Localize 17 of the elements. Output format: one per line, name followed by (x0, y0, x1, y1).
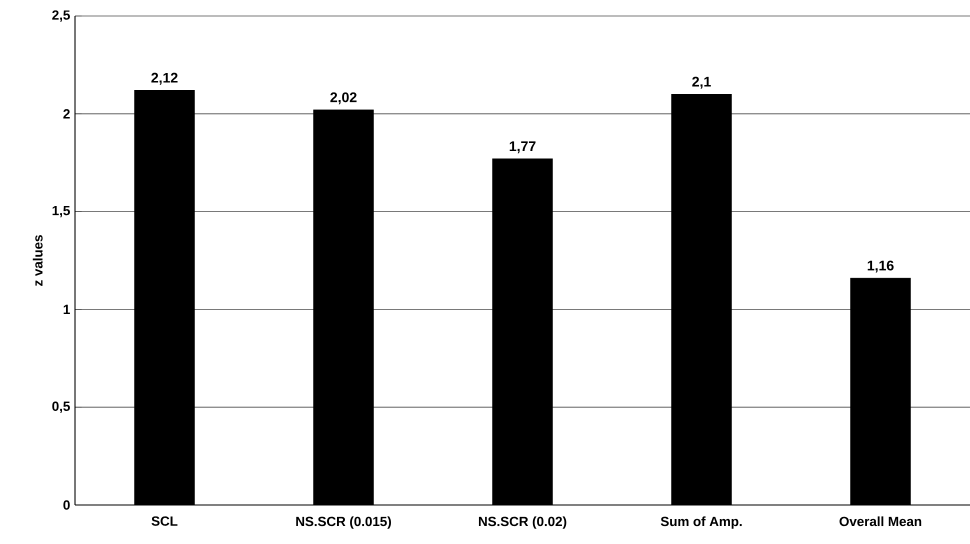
x-tick-label: NS.SCR (0.02) (478, 516, 566, 529)
data-label: 2,02 (330, 92, 357, 104)
data-label: 2,1 (692, 76, 711, 89)
y-tick-label: 0,5 (52, 402, 70, 413)
x-tick-label: Sum of Amp. (660, 516, 742, 529)
y-tick-label: 2 (63, 109, 70, 118)
y-tick-label: 2,5 (52, 10, 70, 22)
y-tick-label: 1 (64, 304, 70, 314)
x-tick-label: NS.SCR (0.015) (296, 516, 391, 529)
x-tick-label: Overall Mean (840, 516, 922, 526)
y-tick-label: 0 (63, 500, 70, 510)
x-tick-label: SCL (152, 516, 178, 526)
y-axis-title: z values (32, 235, 43, 286)
data-label: 1,77 (510, 141, 536, 154)
data-label: 2,12 (151, 72, 178, 85)
y-tick-label: 1,5 (52, 206, 70, 218)
data-label: 1,16 (868, 260, 894, 273)
